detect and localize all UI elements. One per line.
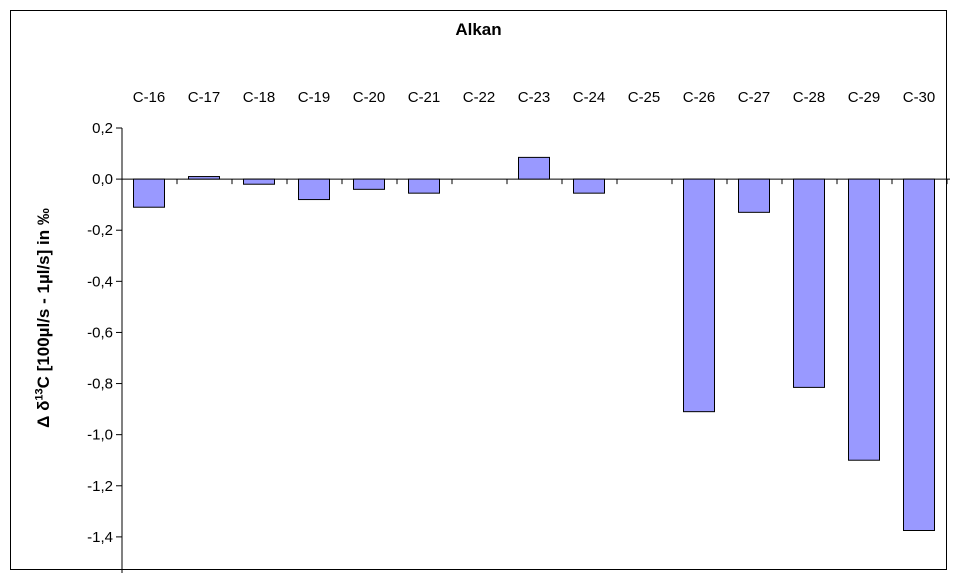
category-label: C-19 [298,89,331,106]
y-tick-label: -1,4 [87,529,113,546]
bar [243,178,275,185]
category-label: C-17 [188,89,221,106]
bar [903,178,935,531]
y-tick-label: -0,8 [87,376,113,393]
category-label: C-22 [463,89,496,106]
category-label: C-26 [683,89,716,106]
bar [848,178,880,461]
category-label: C-20 [353,89,386,106]
chart-frame [10,10,947,570]
category-label: C-16 [133,89,166,106]
category-label: C-25 [628,89,661,106]
category-label: C-21 [408,89,441,106]
category-label: C-29 [848,89,881,106]
bar [738,178,770,213]
category-label: C-28 [793,89,826,106]
y-tick-label: -0,6 [87,324,113,341]
bar [518,156,550,180]
bar [133,178,165,208]
bar [408,178,440,194]
chart-title: Alkan [455,20,502,39]
category-label: C-18 [243,89,276,106]
bar [793,178,825,388]
bar [188,176,220,180]
y-tick-label: 0,0 [92,171,113,188]
y-tick-label: -1,2 [87,478,113,495]
y-tick-label: -1,0 [87,427,113,444]
category-label: C-24 [573,89,606,106]
category-label: C-30 [903,89,936,106]
bar [683,178,715,413]
bar [573,178,605,194]
category-label: C-27 [738,89,771,106]
category-label: C-23 [518,89,551,106]
y-tick-label: 0,2 [92,120,113,137]
bar [353,178,385,190]
bar [298,178,330,201]
y-tick-label: -0,4 [87,273,113,290]
y-tick-label: -0,2 [87,222,113,239]
